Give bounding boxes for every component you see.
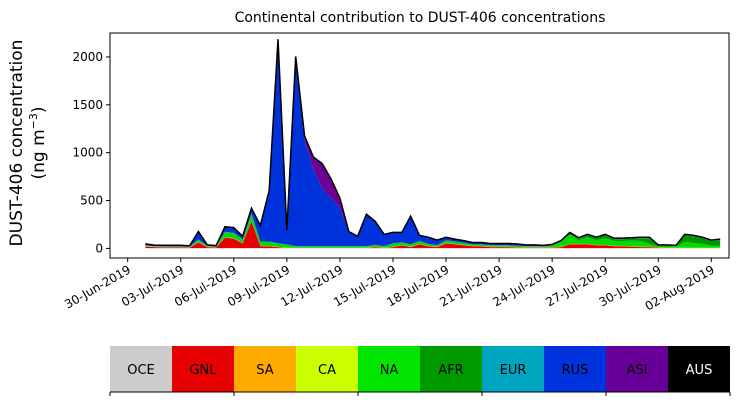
legend-swatch-na <box>358 346 420 392</box>
y-axis-label: DUST-406 concentration (ng m−3) <box>7 40 49 247</box>
area-series-gnl <box>145 221 721 249</box>
legend-swatch-rus <box>544 346 606 392</box>
legend-label-gnl: GNL <box>189 363 217 378</box>
area-series-rus <box>145 42 721 247</box>
legend-swatch-afr <box>420 346 482 392</box>
legend-label-oce: OCE <box>127 363 155 378</box>
y-tick-label: 0 <box>95 241 103 255</box>
stacked-area-layers <box>145 39 721 249</box>
legend-label-asi: ASI <box>627 363 648 378</box>
y-axis-label-close: ) <box>29 106 49 113</box>
y-axis-label-line2: (ng m−3) <box>27 106 49 179</box>
legend-label-aus: AUS <box>686 363 713 378</box>
x-axis-ticks: 30-Jun-201903-Jul-201906-Jul-201909-Jul-… <box>62 258 717 313</box>
y-tick-label: 500 <box>80 194 103 208</box>
y-axis-label-unit: (ng m <box>29 129 49 179</box>
legend-swatch-sa <box>234 346 296 392</box>
legend-swatch-oce <box>110 346 172 392</box>
legend-label-afr: AFR <box>438 363 463 378</box>
y-axis-ticks: 0 500 1000 1500 2000 <box>72 50 110 255</box>
legend-label-na: NA <box>380 363 399 378</box>
y-axis-label-line1: DUST-406 concentration <box>7 40 27 247</box>
chart-title: Continental contribution to DUST-406 con… <box>235 10 606 26</box>
y-tick-label: 1000 <box>72 146 103 160</box>
legend-swatch-eur <box>482 346 544 392</box>
legend-swatch-aus <box>668 346 730 392</box>
area-series-aus <box>145 39 721 246</box>
legend-colorbar: OCE GNL SA CA NA AFR EUR RUS ASI AUS <box>109 346 731 396</box>
legend-swatch-ca <box>296 346 358 392</box>
y-tick-label: 2000 <box>72 50 103 64</box>
legend-label-sa: SA <box>256 363 273 378</box>
legend-swatch-asi <box>606 346 668 392</box>
legend-label-eur: EUR <box>500 363 527 378</box>
legend-label-ca: CA <box>318 363 336 378</box>
area-series-na <box>145 214 721 248</box>
total-concentration-line <box>145 39 721 247</box>
plot-frame <box>109 32 730 259</box>
y-tick-label: 1500 <box>72 98 103 112</box>
legend-label-rus: RUS <box>562 363 589 378</box>
y-axis-label-exponent: −3 <box>27 113 40 129</box>
area-series-asi <box>145 39 721 247</box>
legend-swatch-gnl <box>172 346 234 392</box>
